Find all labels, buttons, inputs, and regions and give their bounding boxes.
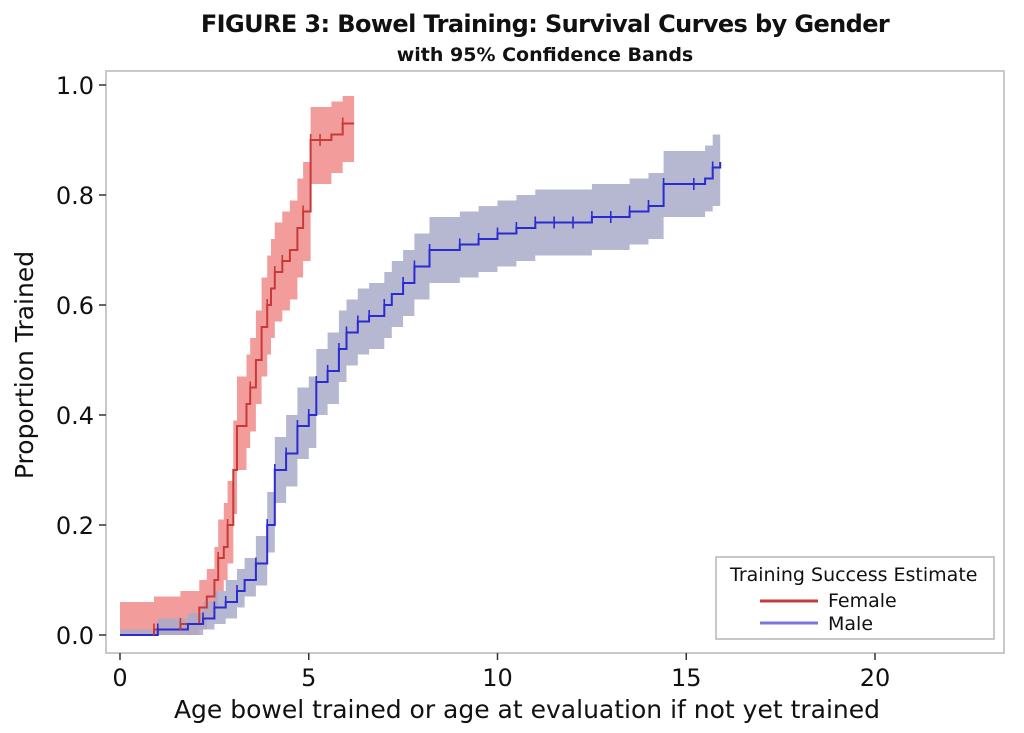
y-axis: 0.0 0.2 0.4 0.6 0.8 1.0 <box>56 72 106 650</box>
y-axis-label: Proportion Trained <box>10 251 39 479</box>
legend-box <box>715 556 995 640</box>
y-tick-label: 0.0 <box>56 622 94 650</box>
confidence-band-female <box>120 96 355 635</box>
x-tick-label: 0 <box>112 664 127 692</box>
y-tick-label: 0.8 <box>56 182 94 210</box>
x-axis: 0 5 10 15 20 <box>112 653 890 692</box>
legend: Training Success Estimate Female Male <box>715 556 995 640</box>
x-tick-label: 10 <box>482 664 513 692</box>
y-tick-label: 0.2 <box>56 512 94 540</box>
y-tick-label: 0.6 <box>56 292 94 320</box>
censor-marks <box>153 117 714 636</box>
x-tick-label: 5 <box>301 664 316 692</box>
x-tick-label: 20 <box>860 664 891 692</box>
confidence-band-male <box>120 129 721 635</box>
confidence-bands <box>120 96 721 635</box>
legend-label-female: Female <box>828 590 897 612</box>
x-tick-label: 15 <box>671 664 702 692</box>
chart-title: FIGURE 3: Bowel Training: Survival Curve… <box>200 10 890 38</box>
y-tick-label: 0.4 <box>56 402 94 430</box>
legend-label-male: Male <box>828 613 873 635</box>
x-axis-label: Age bowel trained or age at evaluation i… <box>174 695 880 724</box>
y-tick-label: 1.0 <box>56 72 94 100</box>
chart-subtitle: with 95% Confidence Bands <box>396 44 694 66</box>
legend-title: Training Success Estimate <box>729 564 977 586</box>
plot-frame <box>105 70 1005 654</box>
